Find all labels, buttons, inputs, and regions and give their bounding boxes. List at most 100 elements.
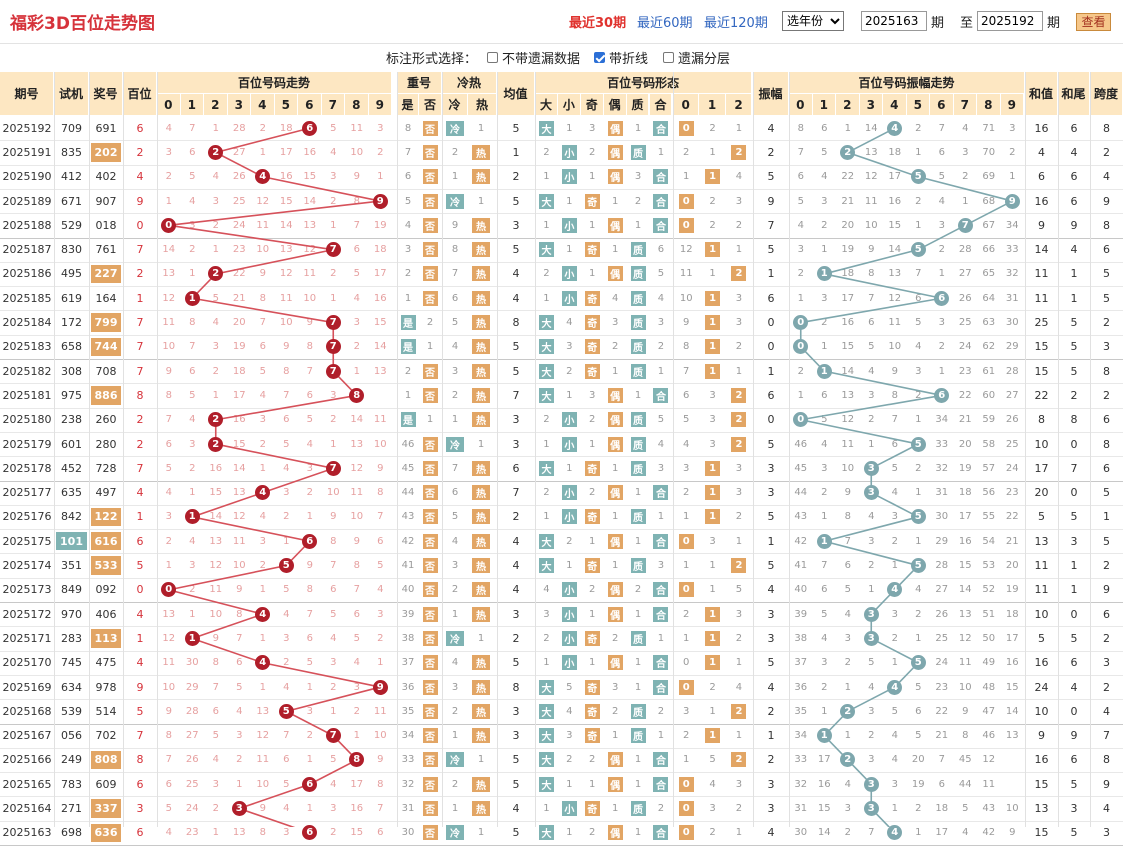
row-divider	[0, 553, 1123, 555]
column-divider	[442, 72, 443, 827]
miss-count: 11	[256, 754, 270, 766]
shape-tag: 质	[627, 238, 650, 262]
miss-count: 1	[306, 511, 313, 523]
tail-value: 3	[1070, 802, 1078, 816]
year-select[interactable]: 选年份	[782, 11, 844, 31]
coldhot-tag-mark: 热	[472, 387, 490, 403]
amp-miss: 22	[935, 705, 949, 717]
shape-tag: 小	[558, 602, 581, 626]
from-issue-input[interactable]	[861, 11, 927, 31]
amp-miss: 15	[958, 560, 972, 572]
view-button[interactable]: 查看	[1076, 13, 1111, 31]
avg-value: 4	[512, 267, 520, 281]
repeat-tag: 否	[419, 286, 441, 310]
amp-miss: 44	[958, 778, 972, 790]
coldhot-tag-mark: 热	[472, 679, 490, 695]
to-issue-input[interactable]	[977, 11, 1043, 31]
miss-count: 8	[353, 195, 360, 207]
amp-miss: 12	[841, 414, 855, 426]
option-layered[interactable]: 遗漏分层	[663, 48, 730, 67]
remainder-tag: 0	[673, 116, 699, 140]
shape-tag: 大	[535, 335, 558, 359]
bai-digit: 2	[136, 267, 144, 281]
trend-ball-cell: 9	[369, 189, 393, 213]
repeat-miss: 2	[426, 317, 434, 329]
shape-miss: 6	[657, 244, 665, 256]
miss-count: 8	[259, 827, 266, 839]
issue-cell: 2025177	[2, 486, 52, 500]
miss-count: 20	[232, 317, 246, 329]
range-120-link[interactable]: 最近120期	[704, 16, 768, 31]
span-value: 6	[1103, 607, 1110, 621]
repeat-miss: 37	[401, 657, 415, 669]
coldhot-miss: 2	[451, 584, 459, 596]
repeat-tag-mark: 否	[422, 533, 438, 549]
miss-count: 10	[326, 487, 340, 499]
shape-tag-mark: 合	[653, 387, 669, 403]
miss-count: 1	[259, 632, 266, 644]
amp-ball-cell: 5	[907, 553, 931, 577]
prize-number: 260	[95, 413, 117, 427]
shape-miss: 4	[543, 584, 550, 596]
coldhot-miss: 1	[451, 803, 459, 815]
amp-miss: 6	[821, 389, 828, 401]
sum-value: 17	[1034, 461, 1049, 475]
amp-miss: 32	[794, 778, 808, 790]
shape-tag-mark: 大	[538, 363, 554, 379]
span-value: 7	[1103, 729, 1110, 743]
miss-count: 2	[330, 195, 337, 207]
remainder-tag: 0	[673, 821, 699, 845]
checkbox-icon[interactable]	[663, 52, 674, 63]
trend-ball-cell: 8	[345, 748, 369, 772]
miss-count: 3	[165, 146, 172, 158]
miss-count: 6	[306, 389, 313, 401]
amp-miss: 4	[962, 827, 969, 839]
header-issue[interactable]: 期号	[0, 72, 54, 116]
header-repeat-yes: 是	[397, 94, 419, 116]
amp-value: 1	[767, 267, 775, 281]
option-no-miss[interactable]: 不带遗漏数据	[487, 48, 580, 67]
miss-count: 3	[306, 705, 313, 717]
amp-miss: 7	[891, 414, 898, 426]
range-30-link[interactable]: 最近30期	[569, 16, 627, 31]
amp-miss: 1	[891, 560, 898, 572]
span-value: 3	[1103, 340, 1110, 354]
trend-ball: 1	[184, 509, 200, 525]
miss-count: 3	[330, 171, 337, 183]
test-number: 745	[61, 656, 82, 670]
amp-miss: 9	[844, 487, 851, 499]
repeat-miss: 41	[401, 560, 415, 572]
tail-value: 5	[1070, 631, 1078, 645]
shape-tag: 奇	[581, 699, 604, 723]
tail-value: 9	[1070, 729, 1078, 743]
coldhot-miss: 4	[451, 535, 459, 547]
amp-value: 7	[767, 218, 775, 232]
amp-miss: 6	[915, 705, 922, 717]
amp-ball: 0	[793, 339, 809, 355]
miss-count: 16	[373, 292, 387, 304]
amp-miss: 25	[1005, 438, 1019, 450]
coldhot-miss: 4	[451, 657, 459, 669]
repeat-miss: 3	[404, 244, 412, 256]
option-lines[interactable]: 带折线	[594, 48, 648, 67]
trend-ball-cell: 7	[322, 335, 346, 359]
trend-ball-cell: 2	[204, 140, 228, 164]
column-divider	[535, 72, 536, 827]
repeat-tag-mark: 否	[422, 460, 438, 476]
amp-ball-cell: 3	[860, 796, 884, 820]
shape-miss: 2	[543, 414, 550, 426]
range-60-link[interactable]: 最近60期	[637, 16, 693, 31]
amp-miss: 63	[982, 317, 996, 329]
remainder-miss: 10	[679, 292, 693, 304]
miss-count: 23	[185, 827, 199, 839]
miss-count: 27	[185, 730, 199, 742]
amp-miss: 27	[958, 268, 972, 280]
repeat-tag: 否	[419, 578, 441, 602]
miss-count: 15	[209, 487, 223, 499]
amp-miss: 32	[935, 462, 949, 474]
shape-tag: 奇	[581, 238, 604, 262]
coldhot-tag-mark: 热	[472, 412, 490, 428]
tail-value: 9	[1070, 218, 1078, 232]
checkbox-icon[interactable]	[487, 52, 498, 63]
checkbox-checked-icon[interactable]	[594, 52, 605, 63]
